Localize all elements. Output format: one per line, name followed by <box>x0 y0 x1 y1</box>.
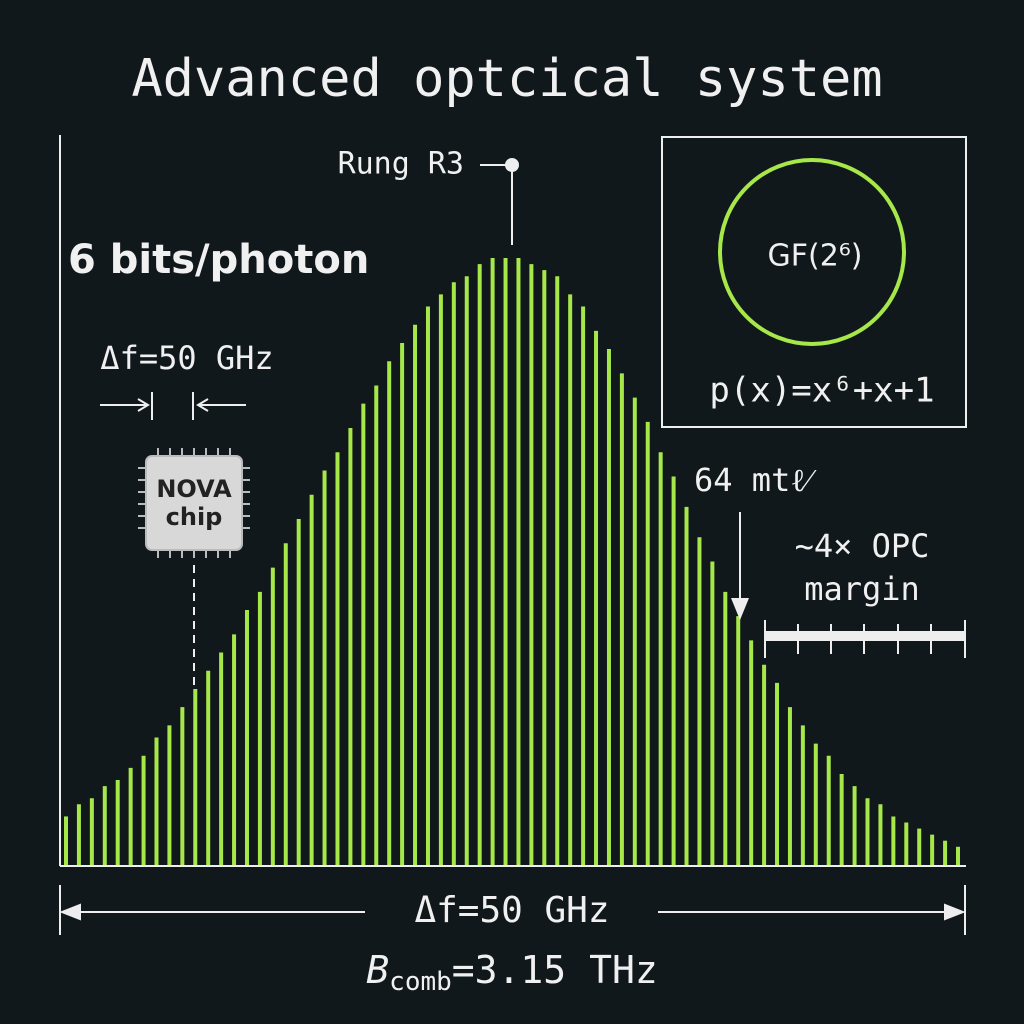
inset-box <box>661 136 967 428</box>
marker <box>505 158 519 172</box>
value: =3.15 THz <box>452 948 658 992</box>
margin-label: margin <box>804 570 920 608</box>
spacing-label: Δf=50 GHz <box>100 339 273 377</box>
symbol: B <box>366 948 389 992</box>
margin-label: ~4× OPC <box>795 527 930 565</box>
length-label: 64 mtℓ⁄ <box>694 461 817 499</box>
spacing-arrows <box>100 392 246 420</box>
margin-ruler <box>764 620 966 658</box>
field-circle <box>718 158 906 346</box>
bandwidth-label: Bcomb=3.15 THz <box>366 948 657 997</box>
rung-label: Rung R3 <box>338 147 464 182</box>
chip-label: NOVA <box>156 475 232 503</box>
chip-label: chip <box>166 503 223 531</box>
bandwidth-arrow <box>59 885 966 935</box>
spectrum <box>64 258 960 865</box>
polynomial: p(x)=x⁶+x+1 <box>709 371 934 411</box>
title: Advanced optcical system <box>131 49 882 109</box>
subscript: comb <box>389 967 452 997</box>
bits-label: 6 bits/photon <box>68 237 369 283</box>
arrow-head <box>731 598 749 620</box>
chip-icon <box>138 448 250 558</box>
footer-spacing: Δf=50 GHz <box>414 890 609 931</box>
field-label: GF(2⁶) <box>767 239 862 274</box>
